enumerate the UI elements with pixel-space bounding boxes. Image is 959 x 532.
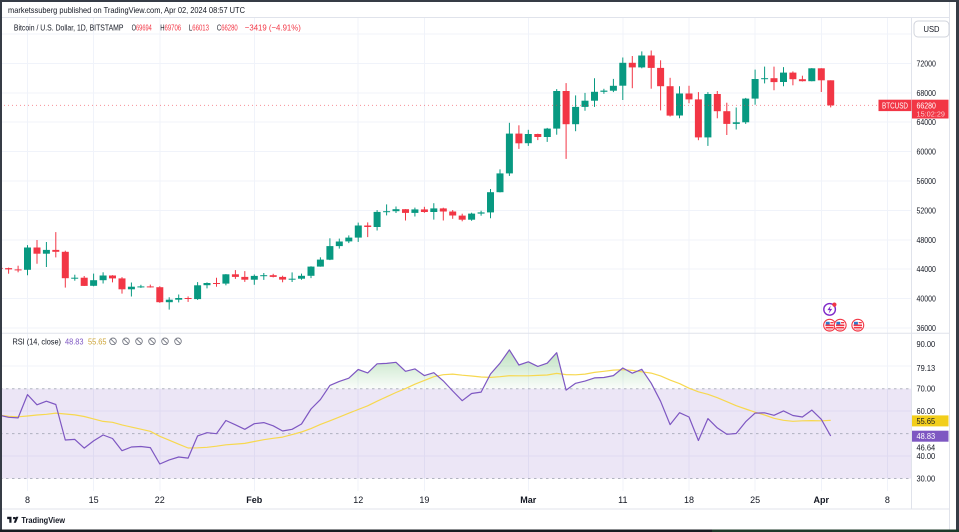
svg-text:−3419 (−4.91%): −3419 (−4.91%) [245, 23, 301, 33]
svg-text:70.00: 70.00 [917, 384, 936, 394]
svg-text:55.65: 55.65 [88, 336, 107, 346]
svg-text:12: 12 [353, 495, 363, 505]
svg-text:25: 25 [750, 495, 760, 505]
svg-text:BTCUSD: BTCUSD [882, 101, 908, 110]
svg-text:46.64: 46.64 [917, 442, 936, 452]
svg-text:40000: 40000 [917, 294, 937, 304]
svg-text:66280: 66280 [917, 100, 937, 110]
svg-text:56000: 56000 [917, 176, 937, 186]
svg-text:79.13: 79.13 [917, 363, 936, 373]
svg-text:40.00: 40.00 [917, 451, 936, 461]
svg-text:60000: 60000 [917, 147, 937, 157]
svg-text:36000: 36000 [917, 323, 937, 333]
svg-text:L66013: L66013 [189, 23, 209, 33]
svg-text:RSI (14, close): RSI (14, close) [13, 336, 62, 346]
svg-text:USD: USD [924, 24, 940, 34]
svg-text:marketssuberg published on Tra: marketssuberg published on TradingView.c… [8, 5, 245, 15]
svg-text:18: 18 [684, 495, 694, 505]
svg-text:11: 11 [618, 495, 627, 505]
svg-text:90.00: 90.00 [917, 339, 936, 349]
svg-text:H69706: H69706 [160, 23, 181, 33]
svg-text:Feb: Feb [246, 495, 263, 505]
svg-text:48.83: 48.83 [917, 431, 936, 441]
svg-text:O69694: O69694 [132, 23, 152, 33]
svg-text:15:02:29: 15:02:29 [917, 110, 946, 119]
svg-text:68000: 68000 [917, 88, 937, 98]
svg-text:Apr: Apr [814, 495, 830, 505]
svg-text:64000: 64000 [917, 117, 937, 127]
svg-text:Bitcoin / U.S. Dollar, 1D, BIT: Bitcoin / U.S. Dollar, 1D, BITSTAMP [14, 23, 124, 33]
svg-text:30.00: 30.00 [917, 474, 936, 484]
svg-text:8: 8 [25, 495, 30, 505]
svg-text:60.00: 60.00 [917, 406, 936, 416]
svg-text:22: 22 [155, 495, 165, 505]
svg-text:48.83: 48.83 [65, 336, 84, 346]
svg-text:19: 19 [419, 495, 429, 505]
svg-text:52000: 52000 [917, 205, 937, 215]
svg-text:8: 8 [885, 495, 890, 505]
svg-text:48000: 48000 [917, 235, 937, 245]
svg-text:44000: 44000 [917, 264, 937, 274]
svg-text:55.65: 55.65 [917, 416, 936, 426]
svg-text:TradingView: TradingView [21, 515, 65, 525]
svg-text:15: 15 [89, 495, 99, 505]
svg-text:Mar: Mar [520, 495, 537, 505]
svg-text:C66280: C66280 [217, 23, 238, 33]
svg-text:72000: 72000 [917, 58, 937, 68]
